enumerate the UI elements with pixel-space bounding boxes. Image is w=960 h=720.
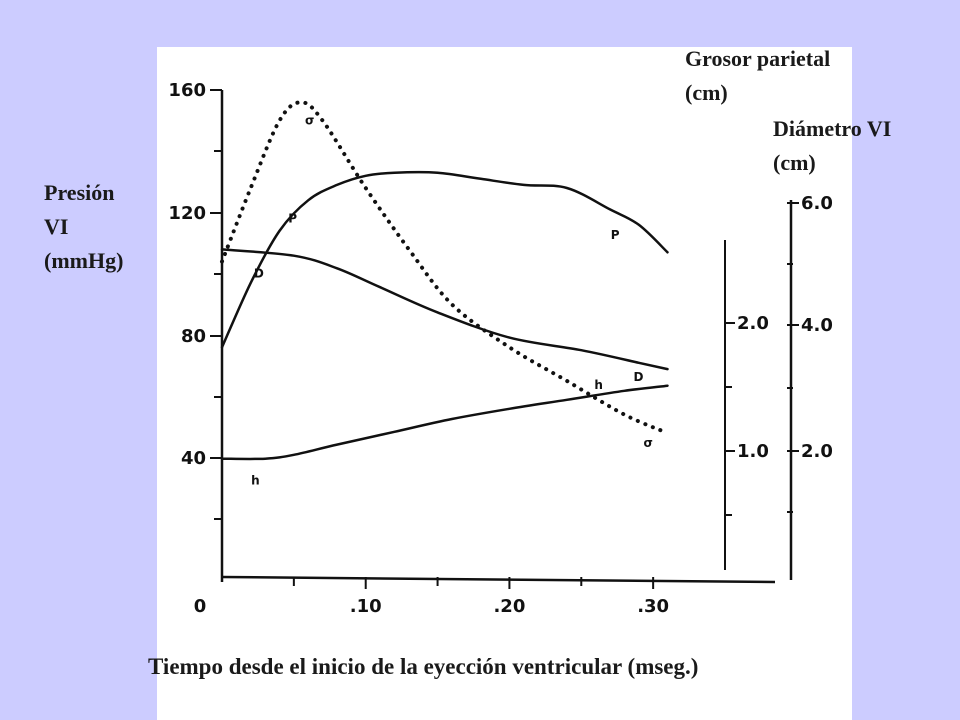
- series-marker-3: h: [594, 378, 603, 392]
- pressure-axis-label: Presión VI (mmHg): [44, 180, 124, 273]
- x-tick-label: 0: [194, 596, 207, 617]
- plot-panel: [157, 47, 852, 720]
- series-marker-1: P: [611, 228, 620, 242]
- pressure-tick-label: 160: [168, 80, 206, 101]
- pressure-tick-label: 120: [168, 203, 206, 224]
- diameter-tick-label: 2.0: [801, 441, 833, 462]
- x-axis-label: Tiempo desde el inicio de la eyección ve…: [148, 654, 699, 679]
- diameter-tick-label: 4.0: [801, 315, 833, 336]
- series-marker-0: σ: [644, 436, 653, 450]
- diameter-tick-label: 6.0: [801, 193, 833, 214]
- series-marker-1: P: [288, 211, 297, 225]
- wall-tick-label: 1.0: [737, 441, 769, 462]
- x-tick-label: .30: [637, 596, 669, 617]
- series-line-3: [220, 384, 669, 461]
- series-marker-3: h: [251, 474, 260, 488]
- pressure-tick-label: 40: [181, 448, 206, 469]
- wall-tick-label: 2.0: [737, 313, 769, 334]
- x-tick-label: .10: [350, 596, 382, 617]
- x-tick-label: .20: [493, 596, 525, 617]
- series-marker-0: σ: [305, 113, 314, 127]
- series-line-1: [220, 170, 669, 349]
- series-line-2: [220, 248, 669, 371]
- diameter-axis-label: Diámetro VI (cm): [773, 116, 892, 175]
- series-marker-2: D: [254, 267, 264, 281]
- pressure-tick-label: 80: [181, 326, 206, 347]
- series-line-0: [220, 100, 670, 435]
- series-marker-2: D: [634, 370, 644, 384]
- x-axis-line: [221, 575, 776, 584]
- wall-thickness-axis-label: Grosor parietal (cm): [685, 46, 831, 105]
